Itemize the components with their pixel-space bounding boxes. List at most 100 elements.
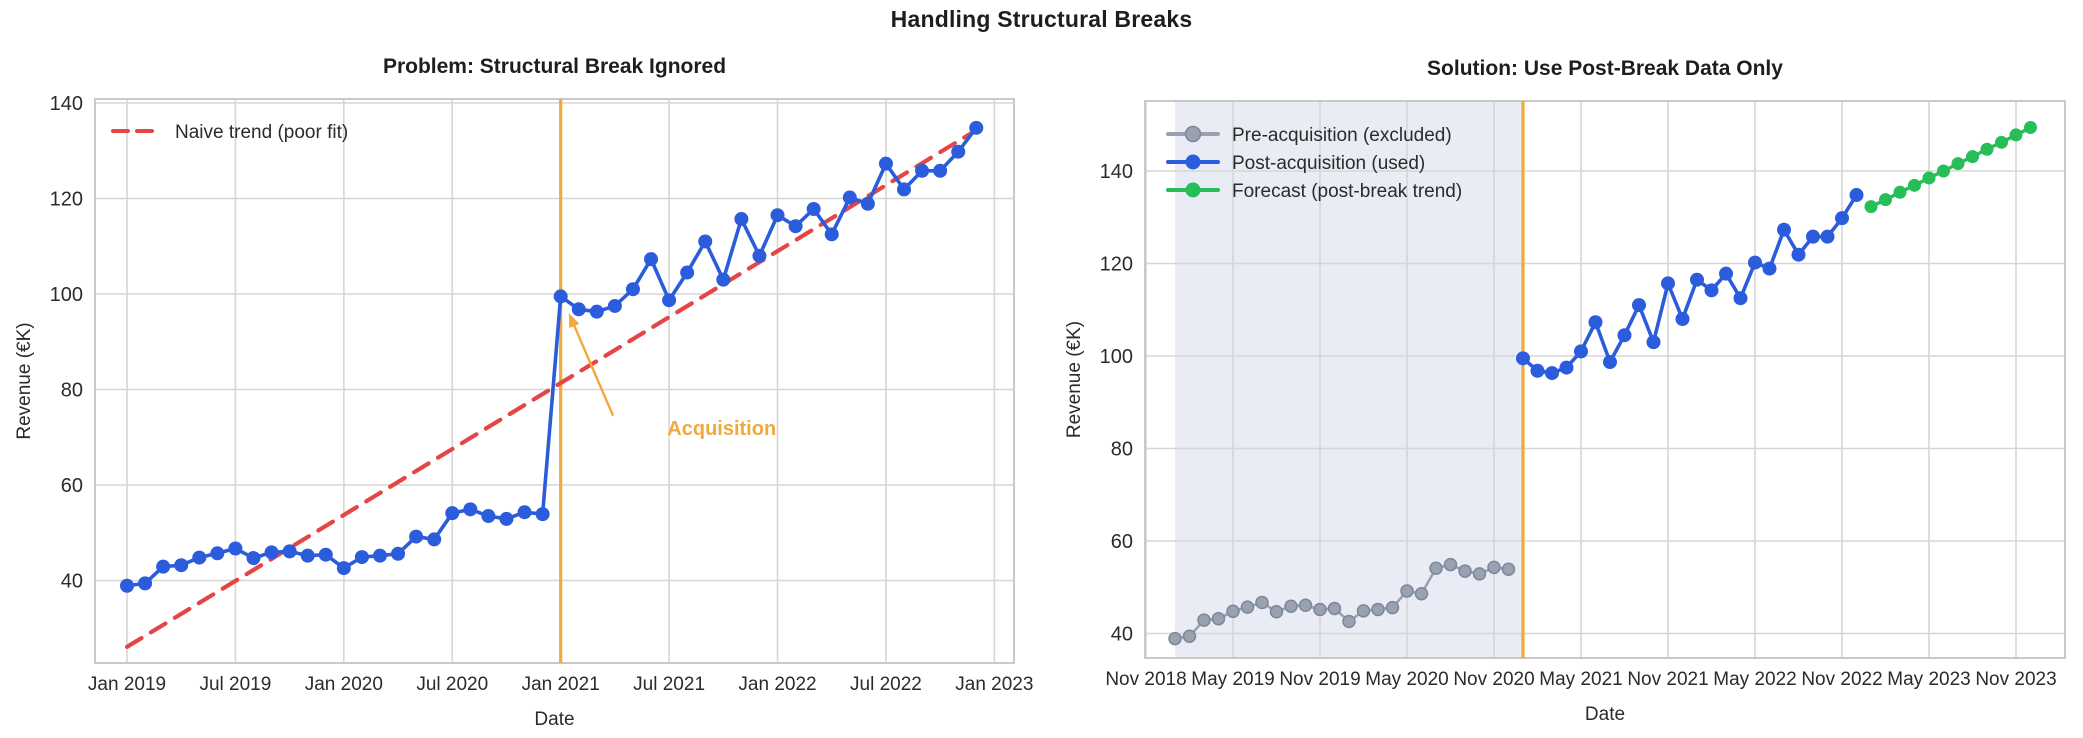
x-tick-label: Nov 2018 — [1105, 669, 1186, 690]
Forecast (post-break trend)-point — [1937, 164, 1950, 178]
x-tick-label: Nov 2019 — [1279, 669, 1360, 690]
revenue-with-break-point — [969, 120, 984, 135]
Post-acquisition (used)-point — [1617, 328, 1632, 343]
Pre-acquisition (excluded)-point — [1356, 604, 1371, 618]
subplot-title: Solution: Use Post-Break Data Only — [1427, 57, 1783, 80]
legend-label: Naive trend (poor fit) — [175, 122, 348, 143]
x-tick-label: May 2022 — [1713, 669, 1796, 690]
revenue-with-break-point — [716, 272, 731, 287]
x-tick-label: Jan 2021 — [522, 674, 600, 695]
Pre-acquisition (excluded)-point — [1458, 564, 1472, 578]
legend-marker-sample — [1184, 125, 1202, 143]
Post-acquisition (used)-point — [1748, 255, 1762, 270]
Forecast (post-break trend)-point — [1966, 150, 1979, 164]
revenue-with-break-point — [933, 163, 948, 178]
Post-acquisition (used)-point — [1545, 366, 1559, 381]
revenue-with-break-point — [644, 252, 659, 267]
x-tick-label: Jul 2020 — [416, 674, 488, 695]
revenue-with-break-point — [824, 227, 839, 242]
Forecast (post-break trend)-point — [2009, 128, 2023, 142]
Pre-acquisition (excluded)-point — [1182, 629, 1197, 644]
revenue-with-break-point — [897, 182, 912, 197]
revenue-with-break-point — [517, 505, 532, 520]
Pre-acquisition (excluded)-point — [1429, 561, 1443, 576]
Post-acquisition (used)-point — [1820, 229, 1835, 244]
y-axis-label: Revenue (€K) — [1064, 321, 1085, 438]
Pre-acquisition (excluded)-point — [1487, 560, 1501, 575]
Pre-acquisition (excluded)-point — [1501, 562, 1516, 576]
revenue-with-break-point — [589, 304, 604, 319]
legend-marker-sample — [1185, 154, 1201, 170]
Post-acquisition (used)-line — [1521, 193, 1859, 375]
x-axis-label: Date — [534, 709, 574, 730]
revenue-with-break-point — [770, 208, 785, 223]
x-axis-label: Date — [1585, 704, 1625, 725]
Pre-acquisition (excluded)-point — [1240, 600, 1255, 614]
y-tick-label: 60 — [61, 475, 83, 497]
revenue-with-break-point — [951, 144, 966, 159]
Pre-acquisition (excluded)-point — [1414, 586, 1429, 601]
revenue-with-break-point — [463, 502, 478, 517]
legend-item: Forecast (post-break trend) — [1166, 181, 1462, 202]
Pre-acquisition (excluded)-point — [1211, 611, 1226, 626]
x-tick-label: May 2021 — [1539, 669, 1622, 690]
y-tick-label: 80 — [61, 380, 83, 402]
revenue-with-break-point — [535, 507, 550, 522]
legend-label: Post-acquisition (used) — [1232, 153, 1425, 174]
plot-frame — [1144, 100, 2066, 659]
Post-acquisition (used)-point — [1762, 261, 1777, 276]
Forecast (post-break trend)-point — [1864, 200, 1878, 214]
legend-item: Pre-acquisition (excluded) — [1166, 125, 1452, 146]
left-chart: Acquisition 40 60 80 100 120 140 Jan 2019 Jul 20… — [14, 55, 1033, 730]
Pre-acquisition (excluded)-point — [1284, 599, 1298, 613]
x-tick-label: May 2019 — [1191, 669, 1274, 690]
plot-frame — [94, 98, 1015, 664]
Pre-acquisition (excluded)-point — [1327, 601, 1342, 616]
x-tick-label: May 2020 — [1365, 669, 1448, 690]
revenue-with-break-point — [680, 265, 695, 280]
Post-acquisition (used)-point — [1791, 247, 1806, 262]
revenue-with-break-point — [806, 202, 821, 217]
Pre-acquisition (excluded)-point — [1313, 602, 1327, 617]
revenue-with-break-point — [788, 219, 803, 234]
y-tick-label: 60 — [1111, 531, 1133, 553]
revenue-with-break-point — [391, 546, 406, 561]
revenue-with-break-point — [372, 548, 387, 563]
Pre-acquisition (excluded)-point — [1298, 598, 1313, 613]
Forecast (post-break trend)-point — [1908, 178, 1921, 192]
Pre-acquisition (excluded)-point — [1255, 595, 1269, 610]
revenue-with-break-point — [698, 234, 713, 249]
revenue-with-break-point — [427, 532, 442, 547]
x-tick-label: Nov 2022 — [1801, 669, 1882, 690]
revenue-with-break-point — [409, 529, 424, 544]
legend-item: Post-acquisition (used) — [1166, 153, 1425, 174]
naive-trend-line — [124, 128, 979, 649]
y-tick-label: 120 — [50, 189, 83, 211]
Post-acquisition (used)-point — [1646, 335, 1661, 350]
Pre-acquisition (excluded)-point — [1472, 567, 1487, 581]
x-tick-label: Jul 2022 — [850, 674, 922, 695]
Forecast (post-break trend)-point — [2024, 121, 2037, 135]
Pre-acquisition (excluded)-point — [1443, 557, 1458, 572]
revenue-with-break-point — [282, 544, 297, 559]
Forecast (post-break trend)-point — [1951, 157, 1965, 171]
revenue-with-break-point — [553, 289, 568, 304]
revenue-with-break-point — [336, 561, 351, 576]
revenue-with-break-point — [156, 559, 171, 574]
y-tick-label: 40 — [61, 571, 83, 593]
revenue-with-break-point — [607, 298, 622, 313]
Post-acquisition (used)-point — [1574, 344, 1588, 359]
Post-acquisition (used)-point — [1675, 312, 1690, 326]
Post-acquisition (used)-point — [1588, 315, 1603, 330]
revenue-with-break-point — [878, 156, 893, 171]
Forecast (post-break trend)-point — [1893, 185, 1907, 199]
revenue-with-break-point — [915, 163, 930, 178]
y-tick-label: 120 — [1100, 254, 1133, 276]
x-tick-label: Jan 2019 — [88, 674, 166, 695]
Pre-acquisition (excluded)-point — [1371, 602, 1385, 617]
Forecast (post-break trend)-point — [1980, 142, 1994, 156]
revenue-with-break-point — [571, 302, 586, 317]
y-tick-label: 100 — [50, 284, 83, 306]
Post-acquisition (used)-point — [1849, 188, 1864, 203]
